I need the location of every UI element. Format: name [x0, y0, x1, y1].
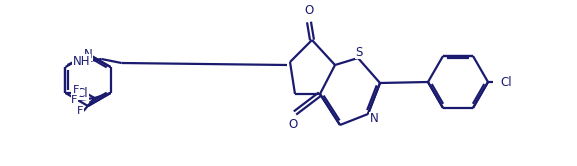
Text: Cl: Cl: [77, 86, 88, 99]
Text: N: N: [370, 113, 379, 125]
Text: F: F: [72, 95, 78, 105]
Text: Cl: Cl: [500, 76, 512, 88]
Text: F: F: [73, 85, 80, 95]
Text: NH: NH: [73, 54, 90, 68]
Text: O: O: [305, 4, 314, 17]
Text: S: S: [355, 45, 363, 58]
Text: O: O: [288, 118, 298, 131]
Text: F: F: [77, 106, 84, 116]
Text: N: N: [84, 47, 92, 60]
